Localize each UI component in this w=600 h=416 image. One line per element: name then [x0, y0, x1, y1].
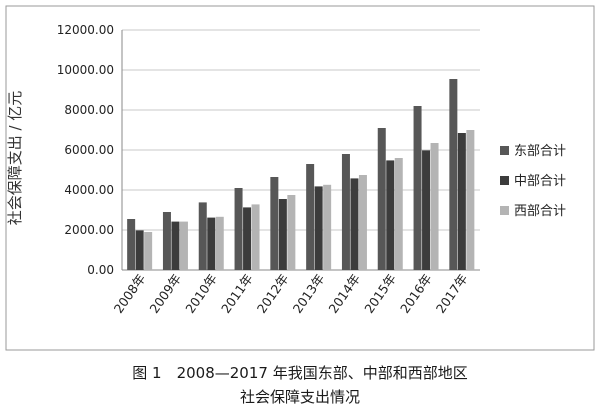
bar	[413, 106, 422, 270]
bar	[179, 221, 188, 270]
y-tick-label: 0.00	[87, 263, 114, 277]
y-tick-label: 4000.00	[64, 183, 114, 197]
bar	[457, 133, 466, 270]
bar	[215, 216, 224, 270]
y-tick-label: 2000.00	[64, 223, 114, 237]
legend-swatch	[500, 206, 509, 215]
bar	[323, 184, 332, 270]
y-axis-title: 社会保障支出 / 亿元	[6, 91, 24, 226]
bar	[127, 219, 136, 270]
bar	[358, 175, 367, 270]
legend-label: 东部合计	[514, 144, 566, 159]
bar	[377, 128, 386, 270]
y-tick-label: 6000.00	[64, 143, 114, 157]
legend-swatch	[500, 146, 509, 155]
bar	[144, 232, 153, 270]
figure-caption-line-1: 图 1 2008—2017 年我国东部、中部和西部地区	[132, 364, 468, 382]
bar	[386, 160, 395, 270]
bar	[314, 186, 323, 270]
bar-chart: 0.00 2000.00 4000.00 6000.00 8000.00 10000.00…	[5, 5, 595, 351]
bar	[430, 143, 439, 270]
figure-caption-line-2: 社会保障支出情况	[239, 388, 360, 406]
bar	[306, 164, 315, 270]
legend-label: 中部合计	[514, 174, 566, 189]
bar	[422, 150, 431, 270]
legend-swatch	[500, 176, 509, 185]
y-tick-label: 12000.00	[57, 23, 114, 37]
bar	[135, 230, 144, 270]
bars	[127, 79, 475, 270]
chart-border	[5, 5, 595, 351]
bar	[278, 199, 287, 270]
bar	[350, 178, 359, 270]
bar	[162, 212, 171, 270]
bar	[171, 221, 180, 270]
bar	[207, 217, 216, 270]
bar	[234, 188, 243, 270]
bar	[251, 204, 260, 270]
y-tick-label: 8000.00	[64, 103, 114, 117]
bar	[394, 158, 403, 270]
y-tick-label: 10000.00	[57, 63, 114, 77]
bar	[449, 79, 458, 270]
chart-container: 0.00 2000.00 4000.00 6000.00 8000.00 10000.00…	[5, 5, 595, 351]
bar	[198, 202, 207, 270]
bar	[466, 130, 475, 270]
bar	[243, 207, 252, 270]
legend-label: 西部合计	[514, 204, 566, 219]
bar	[341, 154, 350, 270]
bar	[287, 195, 296, 270]
bar	[270, 177, 279, 270]
